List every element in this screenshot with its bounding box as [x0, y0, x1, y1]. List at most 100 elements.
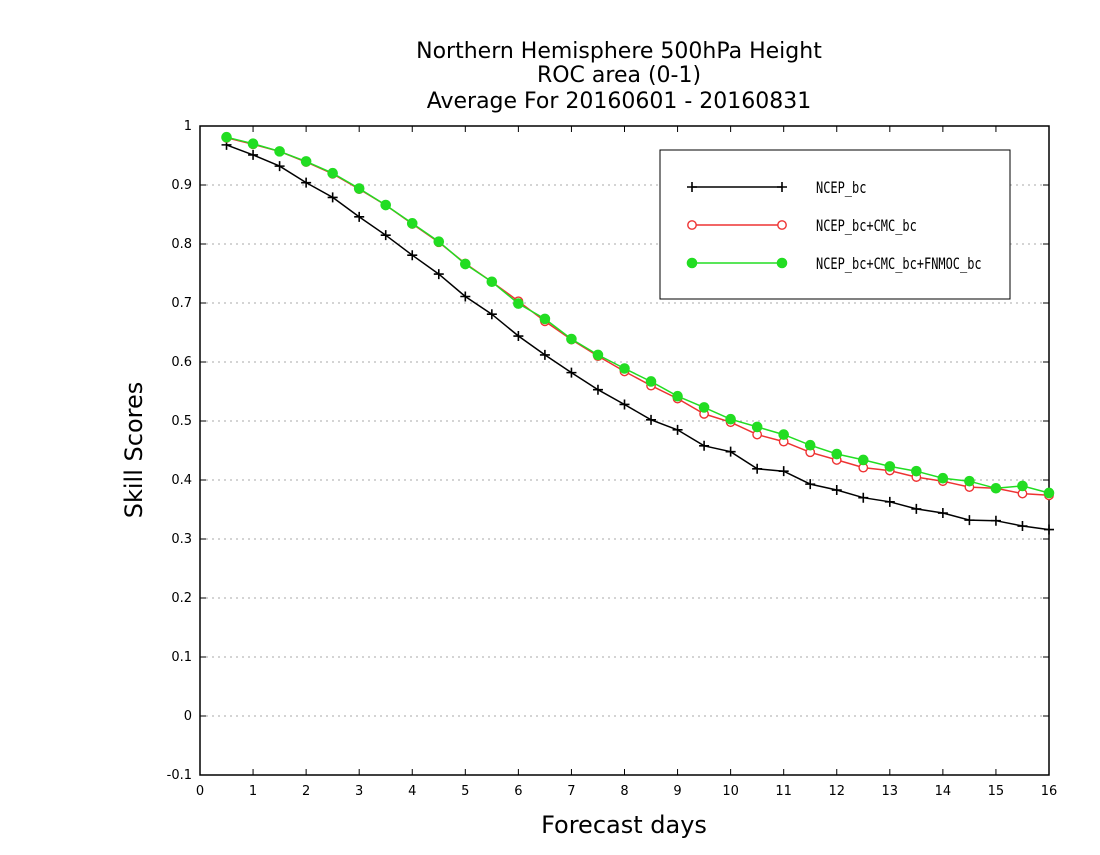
y-tick-label: 0.3: [171, 532, 192, 547]
data-point: [645, 376, 657, 387]
x-tick-label: 14: [935, 784, 952, 799]
data-point: [804, 439, 816, 451]
x-tick-label: 3: [355, 784, 363, 799]
x-tick-label: 9: [673, 784, 681, 799]
data-point: [884, 461, 896, 472]
legend-item-2: NCEP_bc+CMC_bc: [687, 216, 917, 235]
data-point: [354, 211, 365, 222]
data-point: [937, 472, 949, 484]
data-point: [964, 475, 975, 487]
data-point: [646, 414, 657, 425]
y-tick-label: -0.1: [167, 768, 192, 783]
data-point: [248, 149, 259, 160]
y-tick-label: 0.1: [171, 650, 192, 665]
y-axis-label: Skill Scores: [120, 382, 148, 519]
x-tick-label: 11: [775, 784, 792, 799]
series-layer: [221, 131, 1055, 535]
data-point: [778, 466, 789, 477]
data-point: [513, 298, 524, 309]
legend-label: NCEP_bc+CMC_bc+FNMOC_bc: [816, 254, 982, 273]
legend-label: NCEP_bc+CMC_bc: [816, 216, 917, 235]
x-tick-label: 16: [1041, 784, 1058, 799]
y-tick-label: 0.9: [171, 178, 192, 193]
data-point: [725, 446, 736, 457]
data-point: [274, 146, 285, 157]
x-tick-label: 15: [988, 784, 1005, 799]
series-3: [221, 131, 1055, 499]
y-tick-label: 0.6: [171, 355, 192, 370]
title-line-3: Average For 20160601 - 20160831: [427, 89, 812, 114]
data-point: [486, 309, 497, 320]
x-tick-label: 0: [196, 784, 204, 799]
x-tick-label: 2: [302, 784, 310, 799]
data-point: [911, 503, 922, 514]
y-tick-label: 0.8: [171, 237, 192, 252]
data-point: [911, 465, 922, 477]
data-point: [884, 496, 895, 507]
data-point: [1017, 521, 1028, 532]
data-point: [380, 230, 391, 241]
legend-marker: [687, 182, 697, 192]
legend-marker: [776, 257, 788, 269]
data-point: [1044, 524, 1054, 535]
data-point: [274, 161, 285, 172]
chart-title: Northern Hemisphere 500hPa Height ROC ar…: [416, 39, 822, 114]
data-point: [592, 384, 603, 395]
data-point: [539, 349, 550, 360]
x-tick-label: 1: [249, 784, 257, 799]
data-point: [831, 485, 842, 496]
y-tick-label: 1: [184, 119, 192, 134]
data-point: [460, 258, 471, 270]
y-tick-label: 0.7: [171, 296, 192, 311]
y-tick-label: 0.2: [171, 591, 192, 606]
data-point: [247, 138, 259, 149]
legend-items: NCEP_bc NCEP_bc+CMC_bc NCEP_bc+CMC_bc+FNMO…: [686, 178, 982, 273]
x-tick-label: 4: [408, 784, 416, 799]
x-tick-label: 7: [567, 784, 575, 799]
x-tick-label: 10: [722, 784, 739, 799]
data-point: [805, 479, 816, 490]
data-point: [353, 183, 365, 194]
data-point: [221, 131, 232, 143]
data-point: [619, 363, 630, 374]
data-point: [964, 515, 975, 526]
legend-item-1: NCEP_bc: [687, 178, 866, 197]
legend: NCEP_bc NCEP_bc+CMC_bc NCEP_bc+CMC_bc+FNMO…: [659, 149, 1011, 300]
y-tick-label: 0.4: [171, 473, 192, 488]
legend-item-3: NCEP_bc+CMC_bc+FNMOC_bc: [686, 254, 982, 273]
data-point: [566, 333, 577, 345]
data-point: [831, 448, 843, 460]
legend-marker: [777, 220, 787, 230]
legend-marker: [687, 220, 697, 230]
data-point: [857, 454, 869, 466]
data-point: [539, 313, 551, 325]
data-point: [990, 482, 1002, 494]
series-line-1: [226, 144, 1050, 531]
data-point: [592, 349, 604, 361]
data-point: [1043, 487, 1055, 499]
data-point: [513, 331, 524, 342]
x-tick-label: 8: [620, 784, 628, 799]
x-tick-label: 12: [828, 784, 845, 799]
data-point: [725, 413, 736, 425]
data-point: [858, 492, 869, 503]
data-point: [433, 236, 445, 247]
data-point: [301, 177, 312, 188]
data-point: [672, 390, 683, 402]
data-point: [380, 199, 392, 211]
data-point: [460, 291, 471, 302]
series-1: [221, 139, 1054, 535]
data-point: [433, 269, 444, 280]
legend-marker: [777, 182, 787, 192]
data-point: [751, 421, 763, 433]
x-tick-label: 6: [514, 784, 522, 799]
data-point: [937, 508, 948, 519]
data-point: [1017, 480, 1028, 492]
data-point: [327, 167, 338, 179]
y-tick-label: 0.5: [171, 414, 192, 429]
data-point: [698, 402, 710, 413]
x-axis-label: Forecast days: [541, 811, 707, 839]
title-line-2: ROC area (0-1): [537, 63, 701, 88]
